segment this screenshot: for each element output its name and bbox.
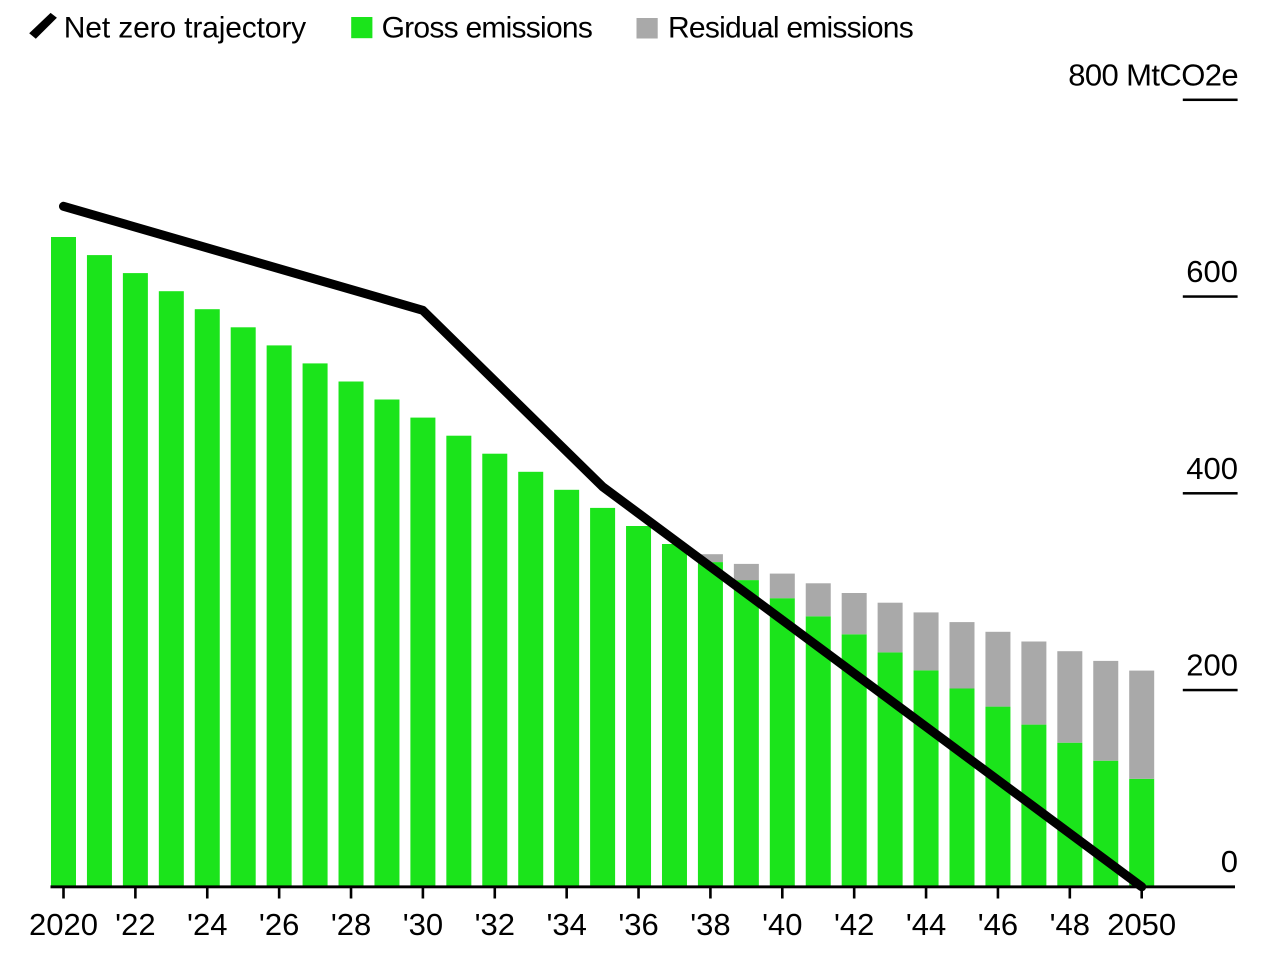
svg-text:0: 0	[1221, 844, 1238, 879]
svg-text:2050: 2050	[1107, 907, 1176, 942]
svg-text:'44: '44	[906, 907, 946, 942]
svg-text:'40: '40	[762, 907, 802, 942]
svg-text:400: 400	[1186, 451, 1238, 486]
svg-text:2020: 2020	[29, 907, 98, 942]
svg-text:'22: '22	[115, 907, 155, 942]
svg-text:'38: '38	[690, 907, 730, 942]
svg-text:'48: '48	[1050, 907, 1090, 942]
svg-text:Gross emissions: Gross emissions	[382, 11, 592, 44]
svg-text:'36: '36	[618, 907, 658, 942]
svg-text:'32: '32	[475, 907, 515, 942]
svg-text:'34: '34	[546, 907, 586, 942]
svg-text:'26: '26	[259, 907, 299, 942]
svg-text:'24: '24	[187, 907, 227, 942]
svg-text:200: 200	[1186, 648, 1238, 683]
svg-text:'42: '42	[834, 907, 874, 942]
svg-text:Residual emissions: Residual emissions	[668, 11, 913, 44]
svg-text:Net zero trajectory: Net zero trajectory	[64, 11, 306, 44]
svg-text:800 MtCO2e: 800 MtCO2e	[1068, 57, 1238, 92]
svg-text:'28: '28	[331, 907, 371, 942]
svg-text:600: 600	[1186, 254, 1238, 289]
svg-text:'30: '30	[403, 907, 443, 942]
svg-text:'46: '46	[978, 907, 1018, 942]
